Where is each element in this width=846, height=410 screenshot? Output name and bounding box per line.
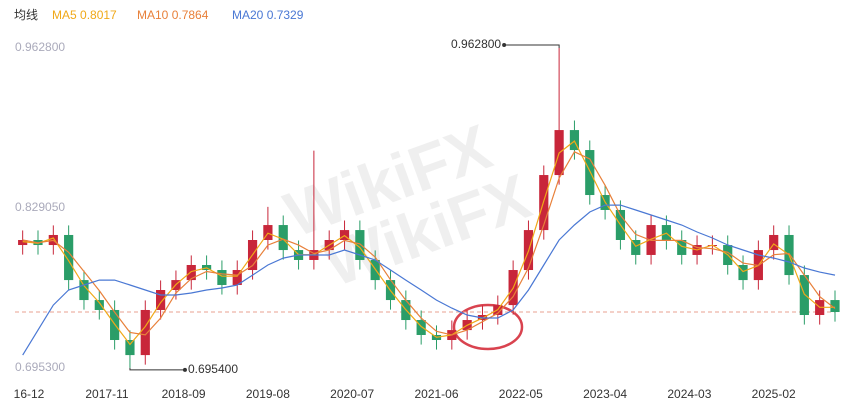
legend-name: MA10 xyxy=(137,8,169,22)
ma-line xyxy=(22,140,835,346)
x-tick-label: 2024-03 xyxy=(667,387,711,401)
candle-body xyxy=(355,230,365,260)
candle-body xyxy=(799,275,809,316)
legend-value: 0.7329 xyxy=(267,8,304,22)
candle-body xyxy=(569,130,580,151)
y-tick-label: 0.695300 xyxy=(15,360,65,374)
candle-body xyxy=(661,225,671,240)
candle-body xyxy=(585,150,595,196)
candle-body xyxy=(156,290,166,310)
candle-body xyxy=(217,270,227,285)
legend-value: 0.8017 xyxy=(80,8,117,22)
legend-entry: MA5 0.8017 xyxy=(52,8,117,22)
legend-name: MA20 xyxy=(232,8,264,22)
candle-body xyxy=(64,234,74,281)
candle-body xyxy=(631,240,641,255)
x-tick-label: 2020-07 xyxy=(330,387,374,401)
candle-body xyxy=(278,225,288,251)
x-tick-label: 2022-05 xyxy=(499,387,543,401)
candle-body xyxy=(125,340,135,356)
annotation-label: 0.962800 xyxy=(451,37,501,51)
candle-body xyxy=(186,265,196,281)
candle-body xyxy=(18,240,28,246)
candle-body xyxy=(416,320,426,335)
candle-body xyxy=(677,240,687,255)
x-tick-label: 16-12 xyxy=(14,387,45,401)
x-tick-label: 2018-09 xyxy=(162,387,206,401)
candle-body xyxy=(79,280,89,301)
candle-body xyxy=(263,225,273,240)
annotation-dot xyxy=(502,43,507,47)
candle-body xyxy=(738,265,748,281)
legend-title: 均线 xyxy=(14,8,38,22)
x-tick-label: 2025-02 xyxy=(752,387,796,401)
highlight-circle xyxy=(452,303,524,351)
candle-body xyxy=(232,270,242,285)
candle-body xyxy=(830,300,840,313)
annotation-dot xyxy=(182,367,187,372)
x-tick-label: 2019-08 xyxy=(246,387,290,401)
candle-body xyxy=(94,300,104,310)
x-tick-label: 2023-04 xyxy=(583,387,627,401)
annotation-line xyxy=(129,367,185,371)
x-tick-label: 2021-06 xyxy=(414,387,458,401)
y-tick-label: 0.829050 xyxy=(15,200,65,214)
candle-body xyxy=(769,234,779,251)
legend-entry: MA20 0.7329 xyxy=(232,8,304,22)
legend-name: MA5 xyxy=(52,8,77,22)
legend-entry: MA10 0.7864 xyxy=(137,8,209,22)
ma-line xyxy=(22,204,836,356)
legend-value: 0.7864 xyxy=(172,8,209,22)
annotation-label: 0.695400 xyxy=(188,362,238,376)
y-tick-label: 0.962800 xyxy=(15,40,65,54)
x-tick-label: 2017-11 xyxy=(85,387,128,401)
ma-line xyxy=(22,151,836,336)
candle-body xyxy=(140,309,150,356)
annotation-line xyxy=(504,44,560,48)
